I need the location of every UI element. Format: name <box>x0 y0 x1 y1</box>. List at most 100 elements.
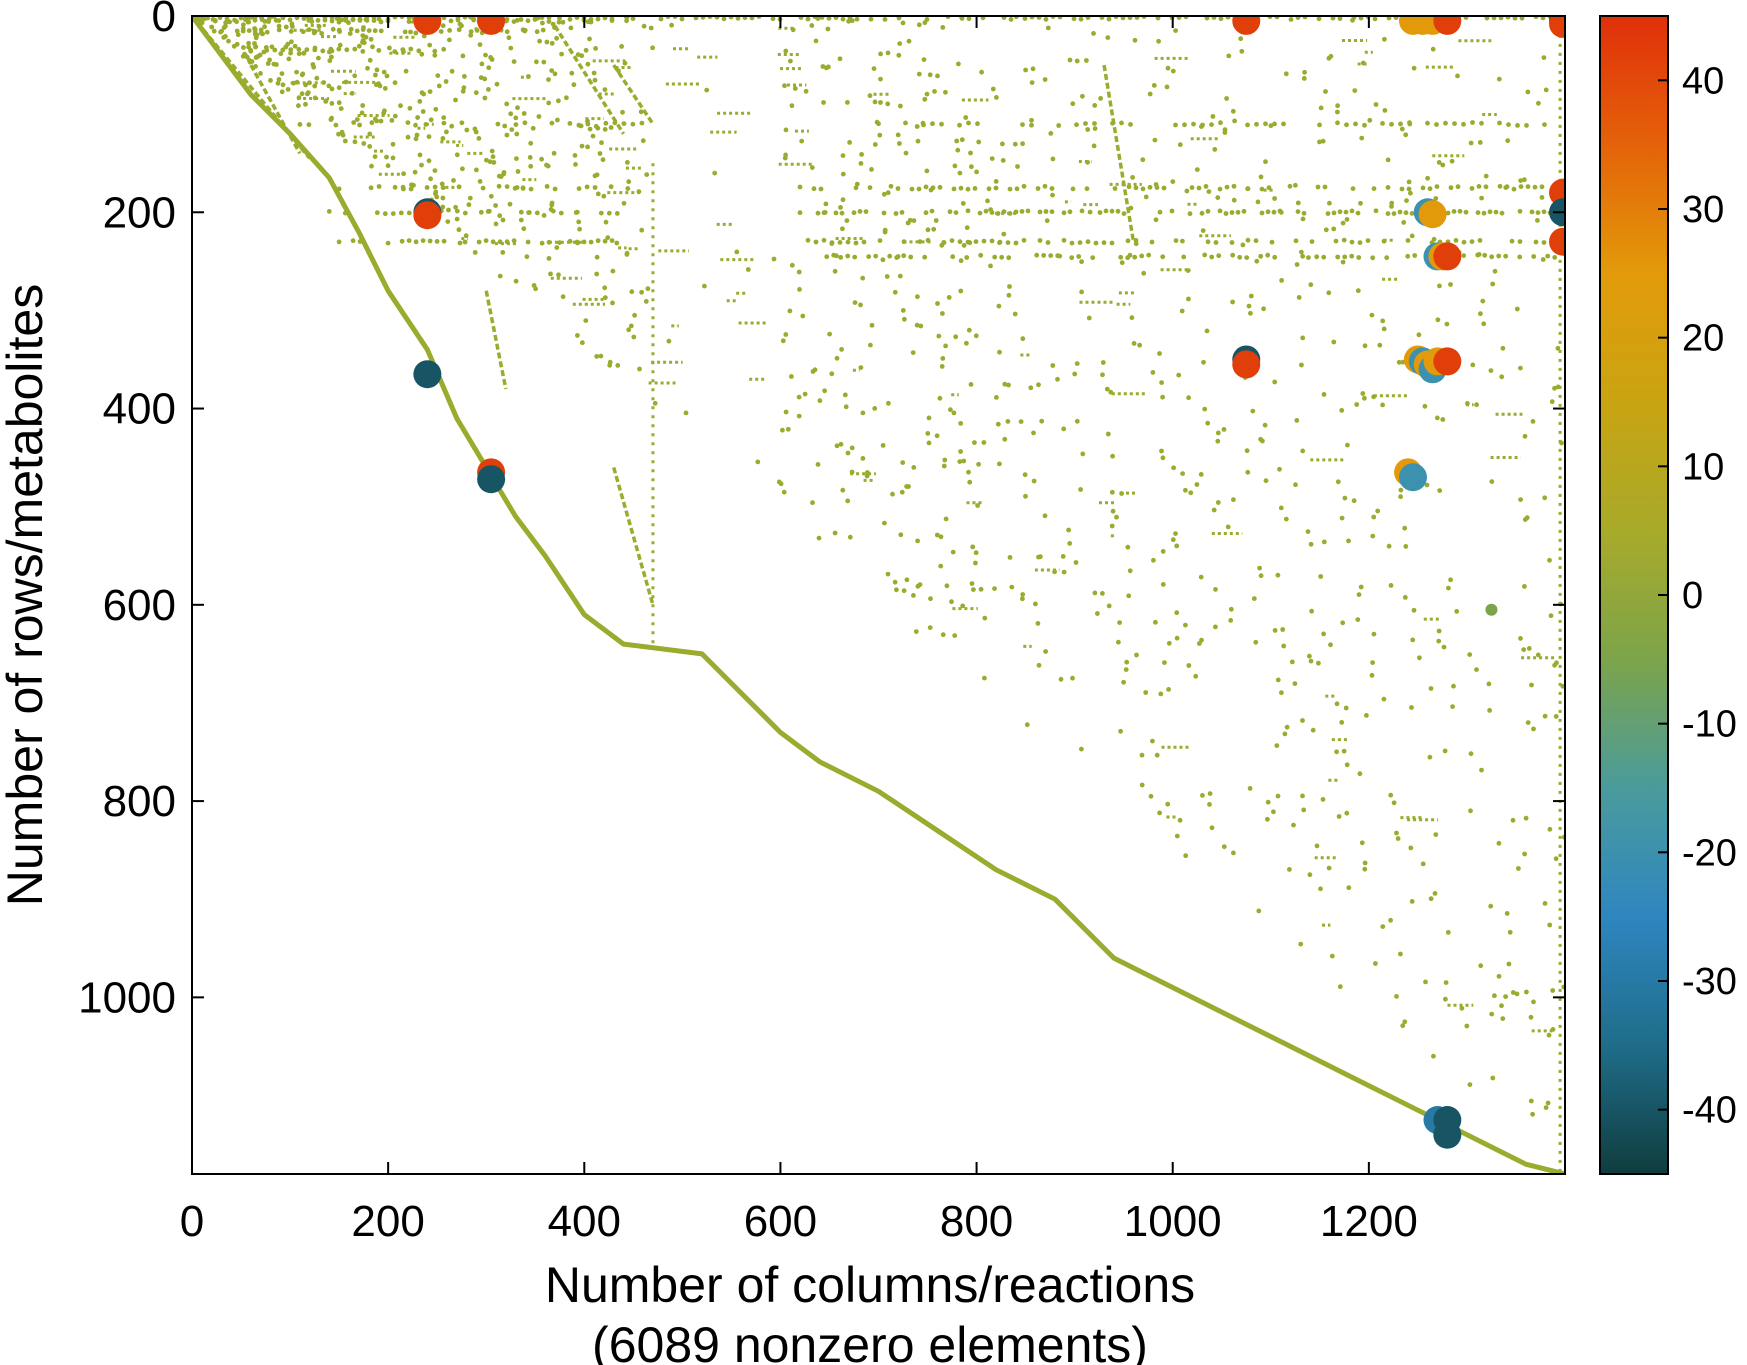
colorbar-tick-label: 20 <box>1682 318 1724 360</box>
texture-dot <box>351 120 357 125</box>
texture-dot <box>1042 77 1048 82</box>
texture-dot <box>279 71 285 76</box>
band-dot <box>1258 253 1264 259</box>
texture-dot <box>626 179 632 185</box>
texture-dot <box>1210 114 1216 119</box>
band-dot <box>975 121 980 127</box>
band-dot <box>980 16 986 21</box>
texture-dot <box>541 59 547 65</box>
band-dot <box>1301 210 1307 216</box>
band-dot <box>1259 186 1265 192</box>
band-dot <box>721 16 727 22</box>
texture-dot <box>488 193 494 199</box>
texture-dot <box>981 440 987 445</box>
texture-dot <box>1221 427 1227 432</box>
texture-dot <box>369 163 374 169</box>
band-dot <box>416 48 422 54</box>
band-dot <box>1445 210 1451 216</box>
band-dot <box>544 184 550 189</box>
texture-dot <box>1345 442 1350 448</box>
texture-dot <box>1150 370 1156 375</box>
texture-dot <box>1373 961 1378 966</box>
texture-dot <box>1165 65 1171 71</box>
texture-dot <box>1050 156 1056 162</box>
segment-3 <box>553 24 625 135</box>
band-dot <box>833 210 839 216</box>
texture-dot <box>1247 786 1253 791</box>
texture-dot <box>1029 117 1034 123</box>
band-dot <box>382 211 388 217</box>
texture-dot <box>1545 1100 1551 1106</box>
texture-dot <box>1194 482 1200 487</box>
band-dot <box>1337 209 1343 215</box>
band-dot <box>1043 16 1049 22</box>
texture-dot <box>874 119 880 125</box>
band-dot <box>1042 183 1048 189</box>
texture-dot <box>246 44 252 50</box>
band-dot <box>294 16 300 21</box>
band-dot <box>441 16 447 21</box>
texture-dot <box>796 269 802 275</box>
texture-dot <box>1480 298 1486 304</box>
band-dot <box>887 253 893 259</box>
texture-dot <box>292 43 298 49</box>
band-dot <box>854 16 860 22</box>
x-tick-label: 800 <box>940 1197 1013 1246</box>
texture-dot <box>234 19 240 25</box>
band-dot <box>1021 183 1027 189</box>
texture-dot <box>599 140 604 146</box>
texture-dot <box>922 20 928 26</box>
texture-dot <box>992 586 997 591</box>
texture-dot <box>407 105 413 111</box>
texture-dot <box>1362 343 1368 349</box>
texture-dot <box>1541 55 1547 60</box>
band-dot <box>965 186 971 192</box>
texture-dot <box>1238 36 1244 42</box>
texture-dot <box>1123 667 1129 672</box>
band-dot <box>1209 122 1214 127</box>
texture-dot <box>352 73 358 79</box>
texture-dot <box>1547 557 1552 563</box>
texture-dot <box>834 443 840 449</box>
texture-dot <box>1483 173 1489 179</box>
texture-dot <box>403 68 409 74</box>
texture-dot <box>329 101 335 106</box>
texture-dot <box>301 50 307 56</box>
texture-dot <box>638 109 644 115</box>
texture-dot <box>1375 508 1381 514</box>
texture-dot <box>590 133 596 139</box>
texture-dot <box>1448 282 1453 287</box>
band-dot <box>560 19 566 25</box>
colorbar-tick-label: 40 <box>1682 60 1724 102</box>
band-dot <box>1272 254 1278 260</box>
texture-dot <box>1277 466 1282 472</box>
texture-dot <box>1402 595 1408 600</box>
texture-dot <box>602 285 608 291</box>
band-dot <box>770 16 776 22</box>
band-dot <box>406 19 412 24</box>
band-dot <box>903 120 908 126</box>
texture-dot <box>1436 628 1442 634</box>
texture-dot <box>1104 386 1110 392</box>
band-dot <box>525 18 531 24</box>
texture-dot <box>993 179 999 184</box>
texture-dot <box>485 209 491 214</box>
texture-dot <box>1280 627 1286 632</box>
texture-dot <box>1346 885 1352 891</box>
texture-dot <box>1359 840 1365 846</box>
band-dot <box>929 208 935 214</box>
texture-dot <box>490 154 496 160</box>
texture-dot <box>1528 1014 1534 1020</box>
texture-dot <box>881 191 887 197</box>
texture-dot <box>413 122 418 128</box>
band-dot <box>853 185 859 191</box>
texture-dot <box>1302 69 1307 75</box>
texture-dot <box>1539 195 1545 200</box>
texture-dot <box>1337 984 1343 990</box>
band-dot <box>1434 184 1440 190</box>
texture-dot <box>822 388 827 394</box>
texture-dot <box>275 80 281 86</box>
band-dot <box>326 209 332 214</box>
band-dot <box>246 28 252 33</box>
